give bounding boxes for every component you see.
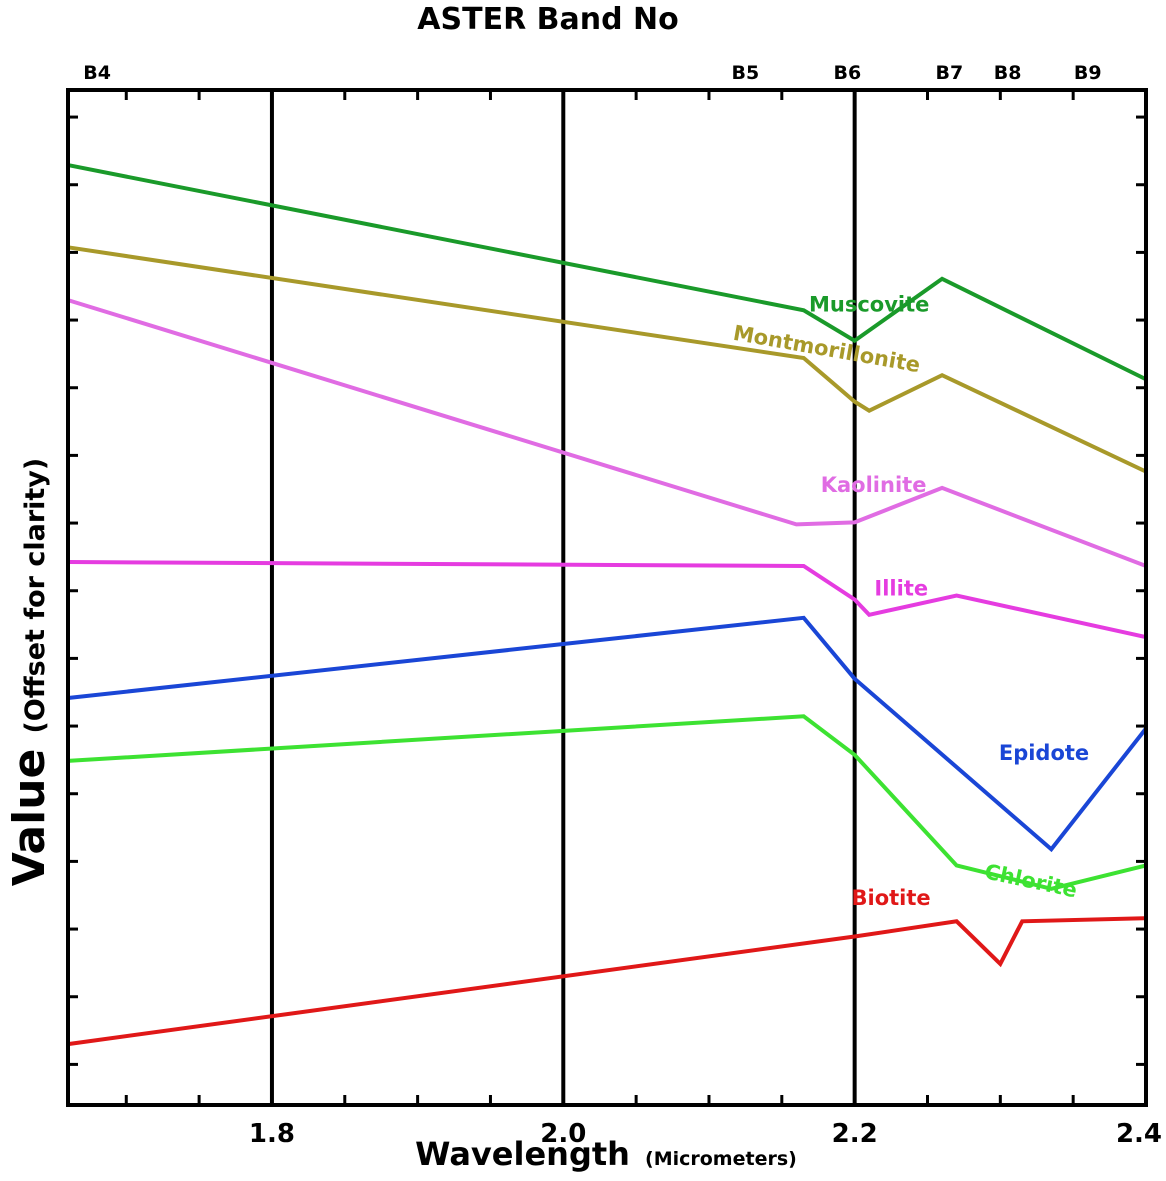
y-ticks bbox=[68, 115, 1146, 1066]
x-axis-label-unit: (Micrometers) bbox=[645, 1148, 797, 1170]
series-line-biotite bbox=[67, 916, 1147, 1047]
band-label-b7: B7 bbox=[935, 62, 963, 84]
band-label-b5: B5 bbox=[732, 62, 760, 84]
x-axis-label-main: Wavelength bbox=[415, 1135, 630, 1173]
chart-title: ASTER Band No bbox=[417, 2, 678, 37]
x-tick-labels: 1.8 2.0 2.2 2.4 bbox=[249, 1119, 1162, 1149]
y-axis-label: Value (Offset for clarity) bbox=[4, 458, 55, 886]
band-label-b9: B9 bbox=[1074, 62, 1102, 84]
series-line-epidote bbox=[67, 615, 1148, 853]
series-label-chlorite: Chlorite bbox=[983, 859, 1080, 902]
x-tick-label-3: 2.4 bbox=[1116, 1119, 1162, 1149]
band-label-b4: B4 bbox=[83, 62, 111, 84]
x-tick-label-2: 2.2 bbox=[832, 1119, 878, 1149]
series-line-montmorillonite bbox=[67, 245, 1147, 474]
plot-area: Muscovite Montmorillonite Kaolinite Illite E… bbox=[66, 88, 1148, 1107]
band-label-b6: B6 bbox=[834, 62, 862, 84]
series-label-muscovite: Muscovite bbox=[809, 292, 929, 316]
vertical-lines bbox=[269, 90, 857, 1105]
series-label-kaolinite: Kaolinite bbox=[821, 473, 927, 497]
band-label-b8: B8 bbox=[994, 62, 1022, 84]
series-line-kaolinite bbox=[67, 298, 1147, 568]
x-axis-label: Wavelength (Micrometers) bbox=[415, 1135, 797, 1173]
series-label-montmorillonite: Montmorillonite bbox=[731, 321, 922, 378]
x-tick-label-1: 2.0 bbox=[540, 1119, 586, 1149]
series-label-biotite: Biotite bbox=[851, 886, 930, 910]
series-line-illite bbox=[67, 560, 1147, 640]
series-line-muscovite bbox=[67, 163, 1147, 382]
series-lines bbox=[67, 163, 1148, 1047]
series-label-illite: Illite bbox=[874, 576, 928, 600]
plot-frame bbox=[66, 88, 1148, 1107]
y-axis-label-main: Value bbox=[4, 749, 55, 887]
series-line-chlorite bbox=[67, 714, 1147, 891]
band-labels: B4 B5 B6 B7 B8 B9 bbox=[83, 62, 1101, 84]
x-tick-label-0: 1.8 bbox=[249, 1119, 295, 1149]
series-label-epidote: Epidote bbox=[999, 741, 1089, 765]
y-axis-label-note: (Offset for clarity) bbox=[20, 458, 51, 734]
x-ticks bbox=[124, 90, 1075, 1105]
